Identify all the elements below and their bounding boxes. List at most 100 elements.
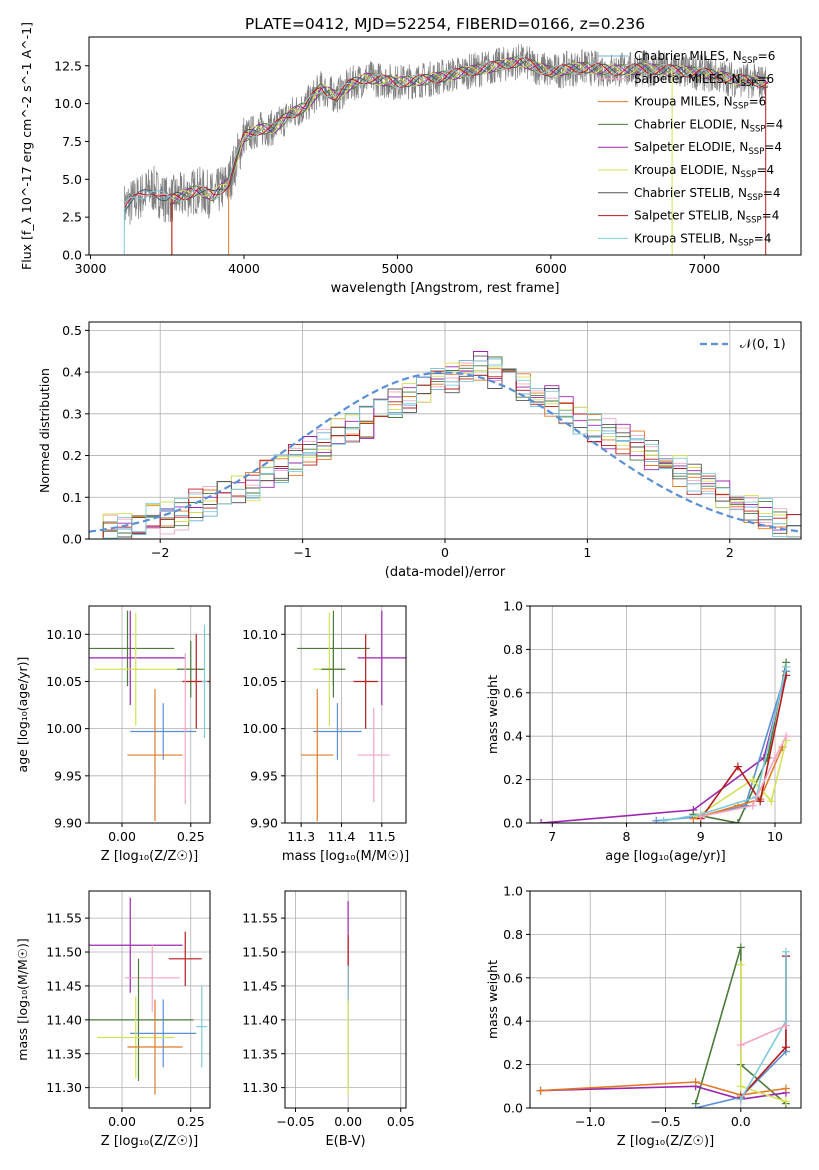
y-tick-label: 0.4 [62,365,82,380]
y-tick-label: 1.0 [503,599,523,614]
plot-area-mass-vs-metallicity [89,897,208,1095]
x-tick-label: 7 [548,829,556,844]
legend-tail: =4 [762,209,780,223]
legend-tail: =6 [749,95,767,109]
y-axis-label: mass [log₁₀(M/M☉)] [15,938,30,1060]
y-tick-label: 11.45 [242,978,278,993]
y-tick-label: 0.8 [503,927,523,942]
x-tick-label: 0.0 [731,1114,751,1129]
y-tick-label: 11.35 [46,1046,82,1061]
legend-subscript: SSP [733,102,749,112]
x-axis-label: age [log₁₀(age/yr)] [605,849,726,864]
plot-area-mass-weight-vs-metallicity [536,943,790,1108]
legend-tail: =4 [756,163,774,177]
legend-label: Kroupa ELODIE, NSSP=4 [634,163,774,180]
y-tick-label: 0.0 [503,1101,523,1116]
y-tick-label: 11.40 [46,1012,82,1027]
axes-frame [284,890,407,1109]
legend-tail: =4 [766,117,784,131]
y-tick-label: 11.35 [242,1046,278,1061]
x-tick-label: 0.00 [108,1114,136,1129]
x-tick-label: 0.05 [387,1114,415,1129]
y-tick-label: 0.8 [503,642,523,657]
weight-line [700,735,787,818]
weight-line [740,1024,787,1046]
axes-frame [88,36,802,256]
y-tick-label: 0.4 [503,729,523,744]
y-tick-label: 2.5 [62,210,82,225]
y-tick-label: 9.95 [250,768,278,783]
x-axis-label: E(B-V) [325,1134,365,1149]
y-tick-label: 0.4 [503,1014,523,1029]
legend-tail: =6 [756,72,774,86]
legend-label: Chabrier MILES, NSSP=6 [634,49,775,66]
y-tick-label: 9.90 [54,816,82,831]
x-tick-label: −1.0 [575,1114,605,1129]
legend-label: Salpeter ELODIE, NSSP=4 [634,140,782,157]
legend-tail: =4 [763,186,781,200]
y-tick-label: 1.0 [503,884,523,899]
x-tick-label: 0 [441,545,449,560]
model-line [123,55,769,204]
x-tick-label: 8 [623,829,631,844]
x-tick-label: 0.25 [177,829,205,844]
y-tick-label: 0.0 [62,248,82,263]
legend-label: 𝒩(0, 1) [740,336,786,351]
legend: 𝒩(0, 1) [700,336,786,351]
x-axis-label: wavelength [Angstrom, rest frame] [331,281,560,296]
weight-line [740,956,787,1098]
legend-tail: =4 [754,231,772,245]
normal-curve [89,371,801,533]
y-axis-label: mass weight [485,960,500,1039]
y-tick-label: 7.5 [62,134,82,149]
y-tick-label: 9.95 [54,768,82,783]
plot-area-spectrum [123,44,769,255]
weight-line [663,666,787,822]
y-tick-label: 10.10 [242,627,278,642]
x-axis-label: Z [log₁₀(Z/Z☉)] [101,849,198,864]
legend-subscript: SSP [742,56,758,66]
weight-line [700,675,787,820]
x-tick-label: −0.5 [650,1114,680,1129]
legend-subscript: SSP [750,124,766,134]
y-tick-label: 10.00 [46,721,82,736]
panel-age-vs-mass: 11.3 11.4 11.5 9.90 9.95 10.00 10.05 10.10 mass … [242,605,409,864]
y-axis-label: Flux [f_λ 10^-17 erg cm^-2 s^-1 A^-1] [19,22,34,270]
legend-label: Kroupa STELIB, NSSP=4 [634,231,772,248]
legend-subscript: SSP [746,216,762,226]
y-tick-label: 12.5 [54,58,82,73]
y-axis-label: mass weight [485,675,500,754]
x-tick-label: 0.25 [177,1114,205,1129]
x-tick-label: 6000 [535,261,567,276]
legend-tail: =6 [758,49,776,63]
figure-title: PLATE=0412, MJD=52254, FIBERID=0166, z=0… [245,15,645,33]
y-tick-label: 11.30 [242,1080,278,1095]
x-tick-label: 5000 [382,261,414,276]
y-tick-label: 0.3 [62,406,82,421]
residual-histogram [89,360,801,539]
x-tick-label: 1 [583,545,591,560]
legend-tail: =4 [764,140,782,154]
x-tick-label: 11.3 [287,829,315,844]
weight-line [541,670,787,823]
x-tick-label: 4000 [228,261,260,276]
x-tick-label: −0.05 [276,1114,314,1129]
y-tick-label: 9.90 [250,816,278,831]
legend-subscript: SSP [738,238,754,248]
axes-frame [529,605,802,824]
y-tick-label: 0.2 [503,1057,523,1072]
y-tick-label: 11.50 [242,945,278,960]
panel-age-vs-metallicity: 0.00 0.25 9.90 9.95 10.00 10.05 10.10 Z [log₁₀(… [15,605,211,864]
legend-label: Salpeter MILES, NSSP=6 [634,72,774,89]
y-tick-label: 11.55 [46,911,82,926]
plot-area-age-vs-metallicity [89,610,210,822]
y-tick-label: 10.10 [46,627,82,642]
panel-mass-weight-vs-age: 7 8 9 10 0.0 0.2 0.4 0.6 0.8 1.0 age [log₁₀(age/yr… [485,599,802,864]
axes-frame [284,605,407,824]
x-axis-label: (data-model)/error [385,565,506,580]
axes-frame [88,890,211,1109]
y-tick-label: 11.30 [46,1080,82,1095]
x-axis-label: mass [log₁₀(M/M☉)] [282,849,409,864]
axes-frame [88,605,211,824]
